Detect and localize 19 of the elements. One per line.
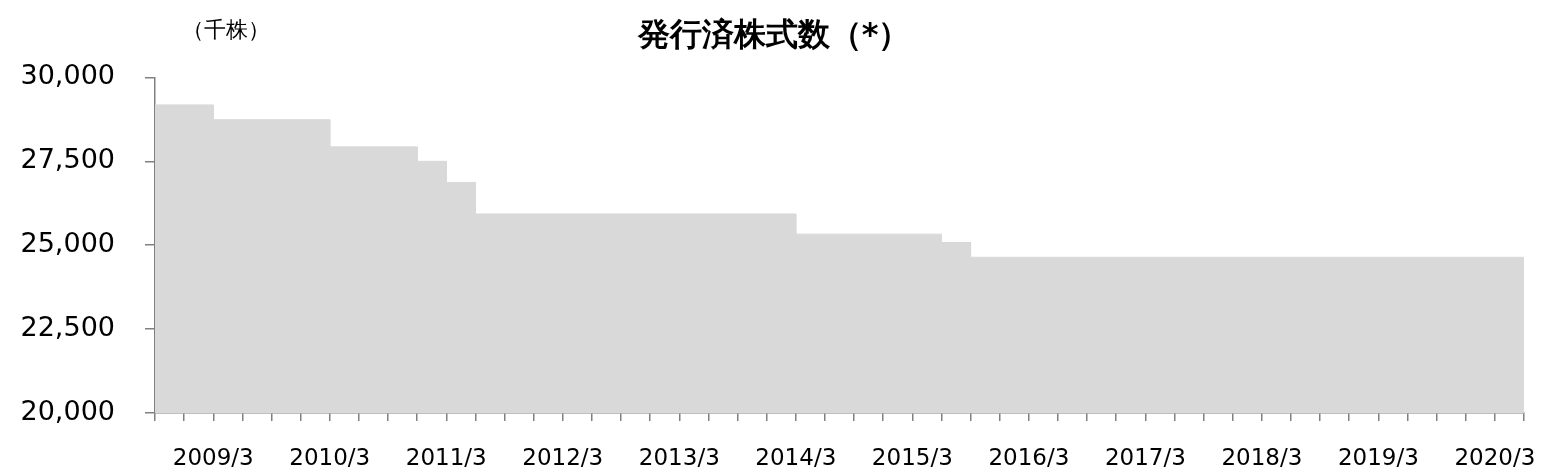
x-tick-label: 2018/3 — [1221, 443, 1303, 470]
y-tick-label: 27,500 — [20, 143, 115, 175]
x-tick-label: 2016/3 — [988, 443, 1070, 470]
x-tick-label: 2013/3 — [638, 443, 720, 470]
chart-title: 発行済株式数（*） — [636, 14, 911, 53]
y-tick-label: 30,000 — [20, 59, 115, 91]
y-tick-label: 25,000 — [20, 227, 115, 259]
x-tick-label: 2020/3 — [1454, 443, 1536, 470]
x-tick-label: 2012/3 — [522, 443, 604, 470]
x-tick-label: 2019/3 — [1337, 443, 1419, 470]
x-tick-label: 2015/3 — [871, 443, 953, 470]
y-tick-label: 20,000 — [20, 395, 115, 427]
y-axis-title: （千株） — [182, 16, 270, 42]
x-tick-label: 2009/3 — [172, 443, 254, 470]
x-tick-label: 2017/3 — [1104, 443, 1186, 470]
x-tick-label: 2010/3 — [289, 443, 371, 470]
x-tick-label: 2014/3 — [755, 443, 837, 470]
y-tick-label: 22,500 — [20, 311, 115, 343]
x-tick-label: 2011/3 — [405, 443, 487, 470]
